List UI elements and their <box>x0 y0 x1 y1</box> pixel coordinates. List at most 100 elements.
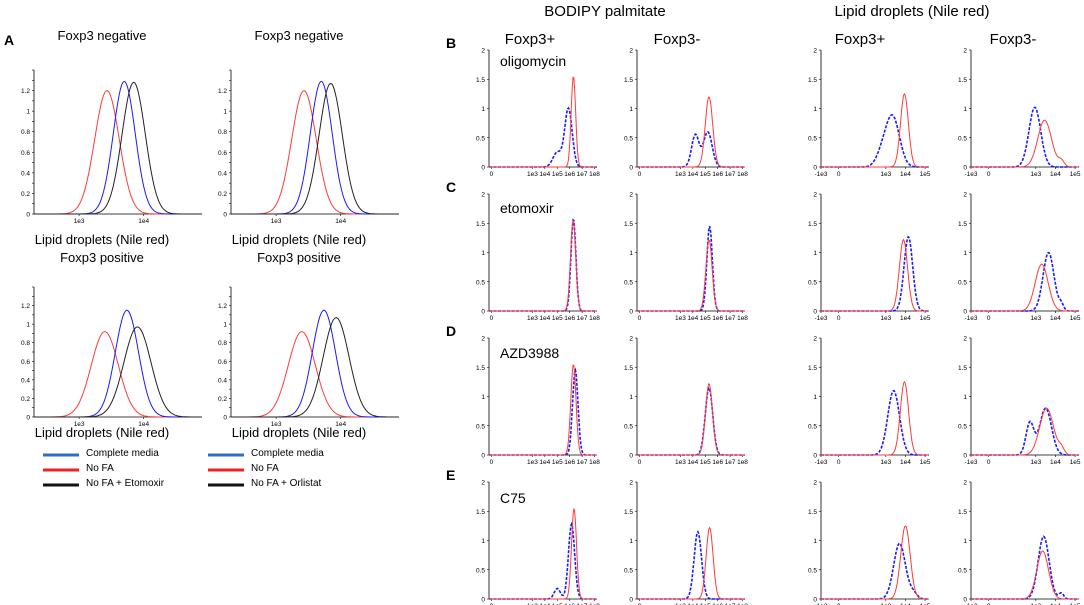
x-tick-label: -1e3 <box>964 603 977 605</box>
treatment-label-c75: C75 <box>500 490 526 506</box>
x-tick-label: 1e4 <box>138 218 149 225</box>
y-tick-label: 2 <box>963 336 967 343</box>
chart-b-4: 00.511.52-1e3 0 1e3 1e4 1e5 <box>958 48 1081 179</box>
y-tick-label: 0 <box>813 453 817 460</box>
x-tick-label: 1e8 <box>589 171 600 178</box>
x-tick-label: 1e5 <box>1070 459 1081 466</box>
x-tick-label: 1e3 <box>880 315 891 322</box>
x-tick-label: 1e4 <box>687 603 698 605</box>
y-tick-label: 0.8 <box>21 340 30 347</box>
y-tick-label: 2 <box>629 336 633 343</box>
panel-a-xlabel-br: Lipid droplets (Nile red) <box>232 425 366 440</box>
series-line-control <box>637 382 745 456</box>
panel-letter-a: A <box>4 32 14 48</box>
x-tick-label: 1e4 <box>335 218 346 225</box>
series-line-treated <box>821 542 929 600</box>
x-tick-label: 1e4 <box>900 603 911 605</box>
legend-left-label-nofa: No FA <box>86 463 114 474</box>
x-tick-label: 1e4 <box>138 421 149 428</box>
chart-b-2: 0 0.5 1 1.5 2 0 1e3 1e4 1e5 1e6 1e7 1e8 <box>624 48 748 179</box>
treatment-label-oligomycin: oligomycin <box>500 53 566 69</box>
x-tick-label: 1e7 <box>725 603 736 605</box>
x-tick-label: 1e4 <box>687 459 698 466</box>
x-tick-label: 1e3 <box>1030 171 1041 178</box>
series-line-treated <box>637 130 745 168</box>
x-tick-label: 0 <box>638 603 642 605</box>
y-tick-label: 1.5 <box>958 365 967 372</box>
panel-a-xlabel-tr: Lipid droplets (Nile red) <box>232 232 366 247</box>
panel-a-xlabel-tl: Lipid droplets (Nile red) <box>35 232 169 247</box>
panel-letter-c: C <box>446 179 456 195</box>
x-tick-label: 0 <box>837 171 841 178</box>
x-tick-label: 1e4 <box>900 315 911 322</box>
y-tick-label: 0.8 <box>218 129 227 136</box>
x-tick-label: 1e7 <box>577 315 588 322</box>
y-tick-label: 1 <box>963 106 967 113</box>
y-tick-label: 1.5 <box>808 221 817 228</box>
x-tick-label: 1e6 <box>712 603 723 605</box>
series-line-no-fa <box>231 90 399 215</box>
y-tick-label: 0.5 <box>958 135 967 142</box>
y-tick-label: 0.4 <box>218 170 227 177</box>
x-tick-label: 1e5 <box>700 459 711 466</box>
y-tick-label: 1.2 <box>21 303 30 310</box>
y-tick-label: 1 <box>481 250 485 257</box>
y-tick-label: 1 <box>481 394 485 401</box>
y-tick-label: 1.5 <box>808 365 817 372</box>
x-tick-label: 1e7 <box>725 171 736 178</box>
x-tick-label: 0 <box>490 171 494 178</box>
y-tick-label: 1.5 <box>958 509 967 516</box>
x-tick-label: 1e8 <box>589 315 600 322</box>
y-tick-label: 2 <box>481 480 485 487</box>
y-tick-label: 0.5 <box>476 135 485 142</box>
series-line-treated <box>489 106 597 168</box>
x-tick-label: 0 <box>837 315 841 322</box>
x-tick-label: 1e8 <box>589 459 600 466</box>
x-tick-label: 1e4 <box>539 171 550 178</box>
series-line-no-fa-orlistat <box>231 82 399 215</box>
x-tick-label: 1e3 <box>675 171 686 178</box>
x-tick-label: 1e7 <box>577 603 588 605</box>
y-tick-label: 2 <box>813 480 817 487</box>
col-header-bodipy-foxp3-neg: Foxp3- <box>654 31 701 48</box>
series-line-treated <box>821 235 929 312</box>
y-tick-label: 1 <box>26 322 30 329</box>
x-tick-label: 1e3 <box>527 459 538 466</box>
y-tick-label: 1.2 <box>218 88 227 95</box>
series-line-no-fa <box>34 90 202 215</box>
legend-right-label-nofa: No FA <box>251 463 279 474</box>
x-tick-label: 1e5 <box>920 459 931 466</box>
x-tick-label: 1e5 <box>552 171 563 178</box>
y-tick-label: 0.5 <box>808 135 817 142</box>
y-tick-label: 0.5 <box>624 423 633 430</box>
x-tick-label: 1e5 <box>700 171 711 178</box>
x-tick-label: -1e3 <box>814 459 827 466</box>
col-header-lipid-foxp3-neg: Foxp3- <box>990 31 1037 48</box>
treatment-label-azd3988: AZD3988 <box>500 345 559 361</box>
y-tick-label: 0 <box>629 453 633 460</box>
x-tick-label: 1e3 <box>880 603 891 605</box>
legend-left-label-complete: Complete media <box>86 448 159 459</box>
x-tick-label: 1e4 <box>335 421 346 428</box>
panel-a-title-bl: Foxp3 positive <box>60 250 144 265</box>
series-line-control <box>821 381 929 456</box>
x-tick-label: 1e4 <box>687 315 698 322</box>
y-tick-label: 0 <box>629 597 633 604</box>
col-header-bodipy-foxp3-pos: Foxp3+ <box>505 31 556 48</box>
y-tick-label: 0.2 <box>21 396 30 403</box>
y-tick-label: 0.5 <box>476 279 485 286</box>
x-tick-label: 1e4 <box>687 171 698 178</box>
chart-a-top-right: 0 0.2 0.4 0.6 0.8 1 1.2 1e3 1e4 <box>218 69 399 225</box>
y-tick-label: 0.5 <box>476 423 485 430</box>
x-tick-label: 1e8 <box>737 459 748 466</box>
x-tick-label: 1e6 <box>564 603 575 605</box>
panel-a-title-br: Foxp3 positive <box>257 250 341 265</box>
series-line-no-fa <box>231 331 399 418</box>
x-tick-label: 1e6 <box>564 459 575 466</box>
x-tick-label: 1e5 <box>920 603 931 605</box>
chart-d-4: 00.511.52-1e3 0 1e3 1e4 1e5 <box>958 336 1081 467</box>
series-line-treated <box>637 386 745 456</box>
y-tick-label: 2 <box>481 336 485 343</box>
